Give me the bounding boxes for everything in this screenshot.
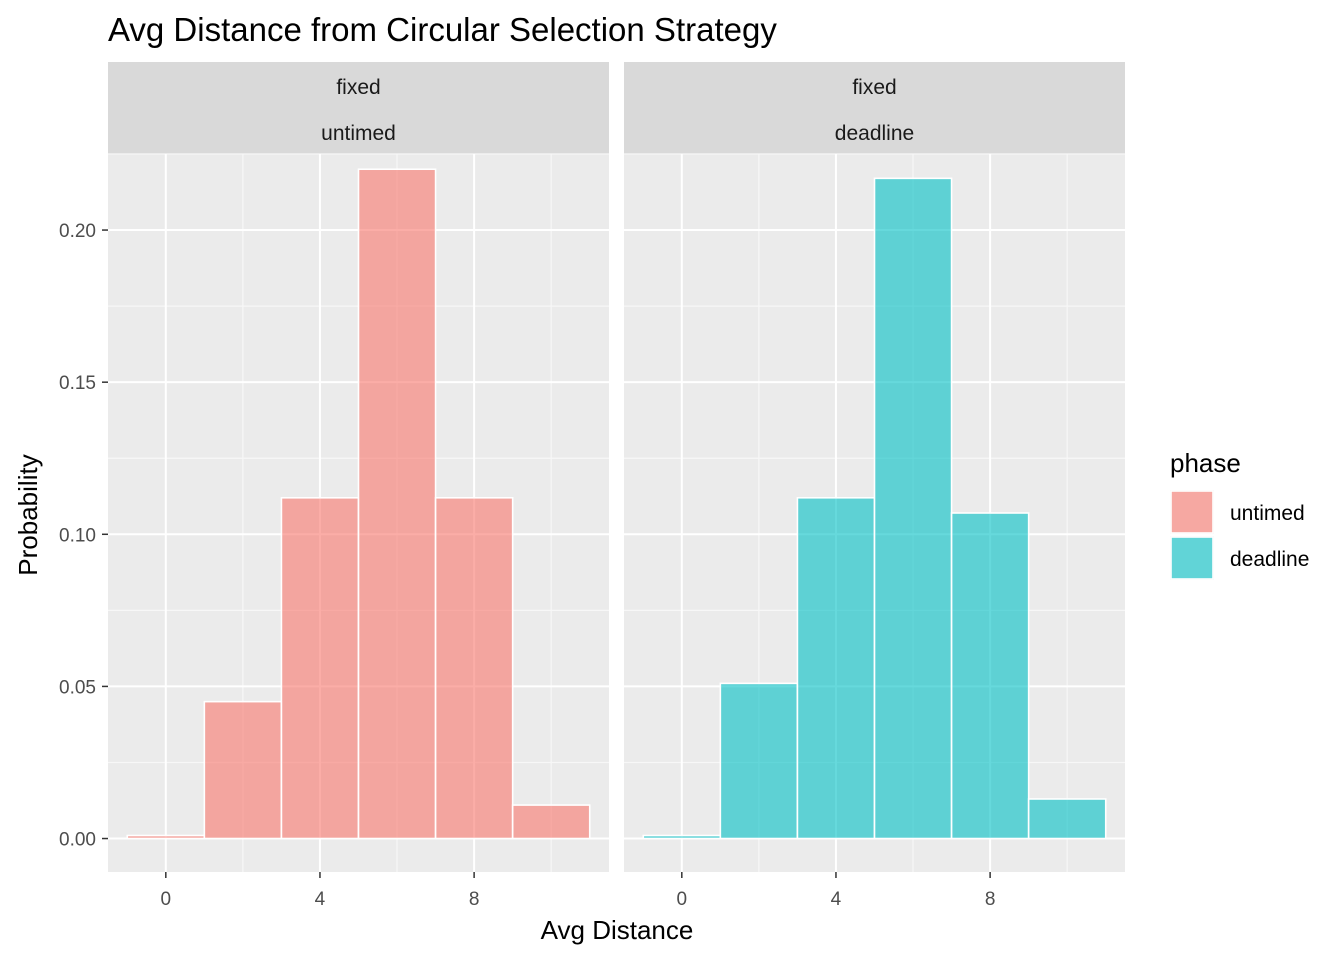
legend-label: deadline: [1230, 548, 1309, 571]
histogram-bar: [203, 700, 283, 840]
legend-label: untimed: [1230, 502, 1305, 525]
histogram-bar: [873, 177, 953, 840]
histogram-bar: [511, 804, 591, 840]
y-tick-label: 0.15: [59, 373, 96, 394]
x-tick-label: 8: [469, 889, 480, 910]
chart-title: Avg Distance from Circular Selection Str…: [108, 11, 777, 48]
strip-label: fixed: [852, 76, 896, 99]
strip-label: deadline: [835, 122, 914, 145]
strip-background: [108, 62, 609, 154]
legend-key-untimed: [1170, 490, 1214, 534]
y-axis: 0.00 0.05 0.10 0.15 0.20: [59, 221, 108, 851]
x-tick-label: 4: [831, 889, 842, 910]
y-axis-title: Probability: [13, 454, 43, 575]
histogram-bar: [126, 834, 206, 840]
panel-untimed: fixed untimed 0 4 8: [108, 62, 609, 910]
histogram-bar: [642, 834, 722, 840]
y-tick-label: 0.00: [59, 830, 96, 851]
strip-label: untimed: [321, 122, 396, 145]
y-tick-label: 0.20: [59, 221, 96, 242]
y-tick-label: 0.10: [59, 525, 96, 546]
histogram-bar: [796, 496, 876, 840]
panel-deadline: fixed deadline 0 4 8: [624, 62, 1125, 910]
x-tick-label: 4: [315, 889, 326, 910]
strip-background: [624, 62, 1125, 154]
histogram-bar: [1027, 798, 1107, 840]
histogram-bar: [280, 496, 360, 840]
x-axis-title: Avg Distance: [541, 915, 694, 945]
histogram-bar: [434, 496, 514, 840]
histogram-bar: [719, 682, 799, 840]
strip-label: fixed: [336, 76, 380, 99]
facet-panels: fixed untimed 0 4 8 fixed deadline 0 4 8: [108, 62, 1125, 910]
legend-key-deadline: [1170, 536, 1214, 580]
x-tick-label: 0: [677, 889, 688, 910]
x-tick-label: 0: [161, 889, 172, 910]
legend-title: phase: [1170, 448, 1241, 478]
y-tick-label: 0.05: [59, 677, 96, 698]
histogram-bar: [950, 512, 1030, 840]
x-tick-label: 8: [985, 889, 996, 910]
histogram-bar: [357, 168, 437, 840]
legend: phase untimed deadline: [1170, 448, 1309, 580]
